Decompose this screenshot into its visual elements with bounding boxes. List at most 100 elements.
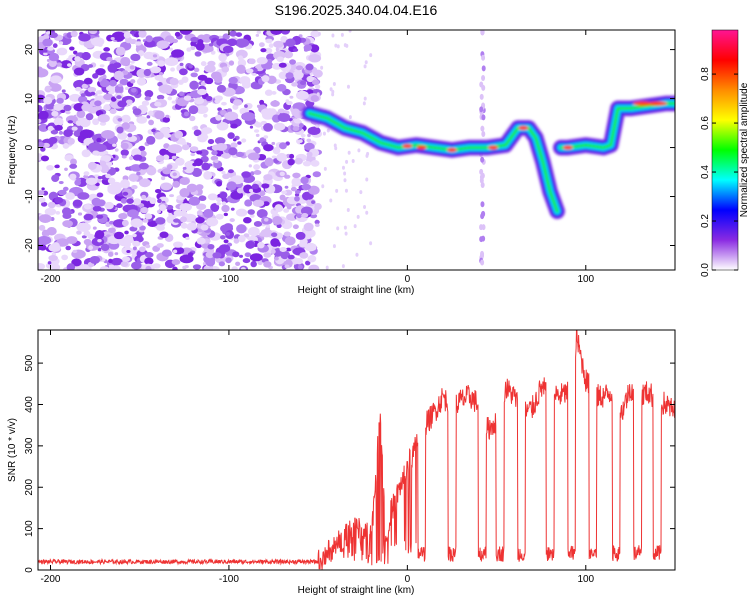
noise-blob: [271, 141, 276, 145]
noise-blob: [149, 197, 157, 205]
noise-blob: [38, 105, 43, 113]
noise-blob: [355, 252, 359, 257]
noise-blob: [156, 209, 161, 214]
noise-blob: [151, 128, 156, 133]
noise-blob: [239, 76, 251, 85]
noise-blob: [76, 109, 86, 119]
noise-blob: [169, 194, 175, 198]
noise-blob: [53, 117, 64, 127]
noise-blob: [259, 99, 265, 105]
colorbar-tick-label: 0.0: [700, 263, 711, 277]
noise-blob: [312, 171, 321, 178]
noise-blob: [131, 184, 138, 190]
noise-blob: [245, 68, 254, 74]
noise-blob: [123, 241, 132, 248]
top-y-axis-label: Frequency (Hz): [7, 116, 18, 185]
noise-stripe: [480, 30, 485, 36]
noise-blob: [308, 264, 320, 270]
noise-blob: [110, 37, 115, 41]
noise-blob: [42, 34, 50, 40]
noise-blob: [344, 188, 348, 193]
noise-blob: [320, 65, 324, 70]
noise-blob: [233, 99, 243, 106]
noise-blob: [92, 205, 102, 212]
noise-blob: [229, 218, 235, 223]
noise-blob: [311, 79, 320, 86]
noise-blob: [241, 171, 251, 178]
noise-blob: [276, 56, 284, 63]
y-tick-label: 300: [24, 437, 35, 454]
noise-blob: [179, 62, 184, 67]
noise-blob: [303, 222, 314, 232]
noise-blob: [256, 30, 261, 34]
noise-blob: [48, 32, 58, 39]
noise-blob: [100, 155, 112, 163]
noise-stripe: [480, 182, 485, 189]
noise-blob: [232, 251, 240, 258]
noise-blob: [136, 171, 141, 176]
noise-blob: [314, 84, 321, 90]
noise-blob: [297, 139, 303, 144]
noise-blob: [94, 100, 102, 107]
noise-blob: [223, 223, 233, 231]
noise-blob: [201, 162, 211, 171]
noise-blob: [145, 252, 154, 258]
noise-blob: [294, 157, 303, 165]
noise-blob: [302, 160, 312, 167]
noise-blob: [272, 216, 283, 225]
noise-blob: [362, 101, 366, 106]
noise-blob: [365, 153, 369, 158]
noise-blob: [100, 164, 110, 174]
noise-blob: [65, 110, 71, 115]
noise-blob: [249, 253, 263, 262]
noise-blob: [73, 50, 78, 55]
noise-blob: [190, 152, 196, 157]
noise-blob: [183, 165, 194, 174]
noise-blob: [55, 211, 61, 215]
noise-blob: [351, 158, 355, 163]
y-tick-label: 400: [24, 396, 35, 413]
noise-blob: [310, 160, 320, 167]
noise-blob: [129, 156, 134, 161]
noise-blob: [44, 207, 57, 216]
noise-blob: [171, 155, 177, 160]
noise-blob: [38, 214, 52, 223]
noise-blob: [38, 197, 46, 203]
noise-blob: [223, 212, 229, 217]
noise-blob: [58, 130, 64, 135]
noise-blob: [97, 247, 102, 252]
noise-blob: [132, 240, 141, 247]
noise-blob: [219, 191, 228, 199]
x-tick-label: 100: [577, 274, 594, 285]
noise-blob: [179, 254, 194, 264]
noise-blob: [215, 213, 224, 220]
noise-blob: [285, 99, 290, 103]
noise-blob: [107, 177, 116, 185]
noise-blob: [162, 168, 172, 175]
noise-blob: [272, 146, 281, 155]
noise-blob: [314, 203, 322, 211]
noise-blob: [332, 82, 336, 87]
noise-blob: [348, 30, 352, 33]
noise-blob: [54, 124, 63, 131]
noise-blob: [39, 244, 47, 251]
noise-blob: [132, 246, 137, 251]
noise-blob: [47, 201, 56, 209]
noise-blob: [174, 31, 181, 37]
noise-blob: [273, 40, 284, 48]
noise-blob: [348, 115, 352, 120]
noise-blob: [300, 133, 306, 138]
noise-blob: [343, 171, 347, 176]
noise-blob: [62, 220, 73, 228]
noise-blob: [159, 204, 167, 212]
noise-blob: [225, 231, 231, 236]
noise-blob: [136, 116, 148, 124]
noise-blob: [270, 238, 280, 247]
noise-blob: [216, 121, 229, 131]
noise-blob: [91, 197, 102, 207]
noise-blob: [130, 79, 136, 84]
noise-blob: [304, 242, 317, 252]
noise-blob: [75, 120, 83, 126]
noise-blob: [218, 53, 228, 62]
noise-blob: [345, 159, 349, 164]
